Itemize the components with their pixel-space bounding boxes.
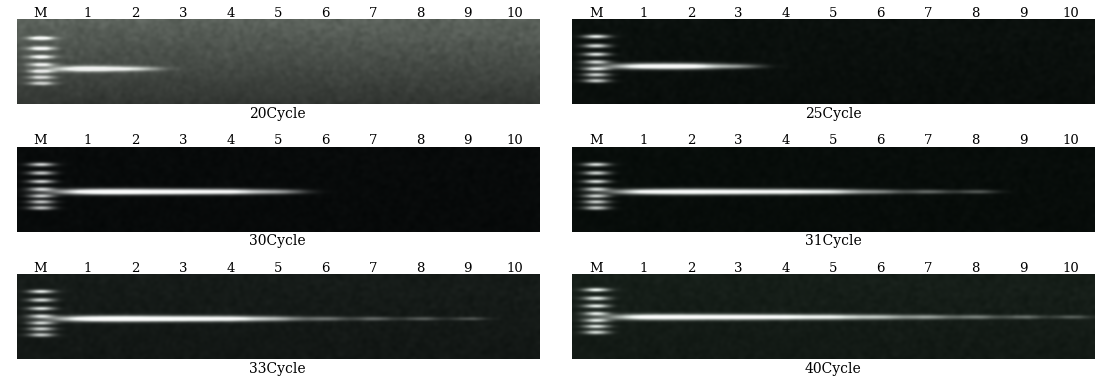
- Text: 7: 7: [924, 7, 932, 20]
- Text: 1: 1: [639, 134, 648, 147]
- Text: 4: 4: [782, 134, 790, 147]
- Text: 7: 7: [924, 262, 932, 275]
- Text: 9: 9: [1019, 7, 1028, 20]
- Text: 6: 6: [877, 262, 885, 275]
- Text: 10: 10: [1062, 134, 1079, 147]
- Text: 5: 5: [829, 7, 838, 20]
- Text: 8: 8: [971, 7, 980, 20]
- Text: 6: 6: [321, 134, 330, 147]
- Text: 3: 3: [179, 134, 187, 147]
- Text: 1: 1: [83, 7, 92, 20]
- Text: 10: 10: [1062, 262, 1079, 275]
- Text: 5: 5: [273, 7, 282, 20]
- Text: 20Cycle: 20Cycle: [250, 107, 306, 121]
- Text: 5: 5: [273, 134, 282, 147]
- Text: 2: 2: [131, 7, 140, 20]
- Text: M: M: [33, 262, 47, 275]
- Text: 1: 1: [639, 262, 648, 275]
- Text: M: M: [589, 262, 602, 275]
- Text: 3: 3: [734, 7, 742, 20]
- Text: 4: 4: [227, 262, 234, 275]
- Text: M: M: [33, 7, 47, 20]
- Text: 9: 9: [463, 262, 472, 275]
- Text: 4: 4: [782, 7, 790, 20]
- Text: 6: 6: [877, 134, 885, 147]
- Text: 10: 10: [507, 134, 523, 147]
- Text: 7: 7: [369, 262, 377, 275]
- Text: 3: 3: [734, 134, 742, 147]
- Text: 5: 5: [829, 134, 838, 147]
- Text: 3: 3: [179, 262, 187, 275]
- Text: 5: 5: [273, 262, 282, 275]
- Text: 9: 9: [463, 134, 472, 147]
- Text: 4: 4: [227, 134, 234, 147]
- Text: 2: 2: [687, 262, 695, 275]
- Text: 8: 8: [416, 262, 424, 275]
- Text: 1: 1: [639, 7, 648, 20]
- Text: 30Cycle: 30Cycle: [250, 234, 306, 248]
- Text: M: M: [33, 134, 47, 147]
- Text: 7: 7: [369, 134, 377, 147]
- Text: 8: 8: [971, 134, 980, 147]
- Text: 7: 7: [924, 134, 932, 147]
- Text: 4: 4: [227, 7, 234, 20]
- Text: 1: 1: [83, 134, 92, 147]
- Text: 31Cycle: 31Cycle: [804, 234, 862, 248]
- Text: 1: 1: [83, 262, 92, 275]
- Text: 8: 8: [971, 262, 980, 275]
- Text: 4: 4: [782, 262, 790, 275]
- Text: 6: 6: [321, 262, 330, 275]
- Text: 40Cycle: 40Cycle: [804, 362, 862, 376]
- Text: 2: 2: [687, 134, 695, 147]
- Text: 10: 10: [507, 7, 523, 20]
- Text: 6: 6: [877, 7, 885, 20]
- Text: 5: 5: [829, 262, 838, 275]
- Text: 9: 9: [1019, 134, 1028, 147]
- Text: 33Cycle: 33Cycle: [250, 362, 306, 376]
- Text: 9: 9: [463, 7, 472, 20]
- Text: 9: 9: [1019, 262, 1028, 275]
- Text: 2: 2: [687, 7, 695, 20]
- Text: 8: 8: [416, 134, 424, 147]
- Text: 10: 10: [507, 262, 523, 275]
- Text: 8: 8: [416, 7, 424, 20]
- Text: 10: 10: [1062, 7, 1079, 20]
- Text: 3: 3: [734, 262, 742, 275]
- Text: 25Cycle: 25Cycle: [805, 107, 861, 121]
- Text: M: M: [589, 134, 602, 147]
- Text: 3: 3: [179, 7, 187, 20]
- Text: 6: 6: [321, 7, 330, 20]
- Text: 2: 2: [131, 134, 140, 147]
- Text: M: M: [589, 7, 602, 20]
- Text: 2: 2: [131, 262, 140, 275]
- Text: 7: 7: [369, 7, 377, 20]
